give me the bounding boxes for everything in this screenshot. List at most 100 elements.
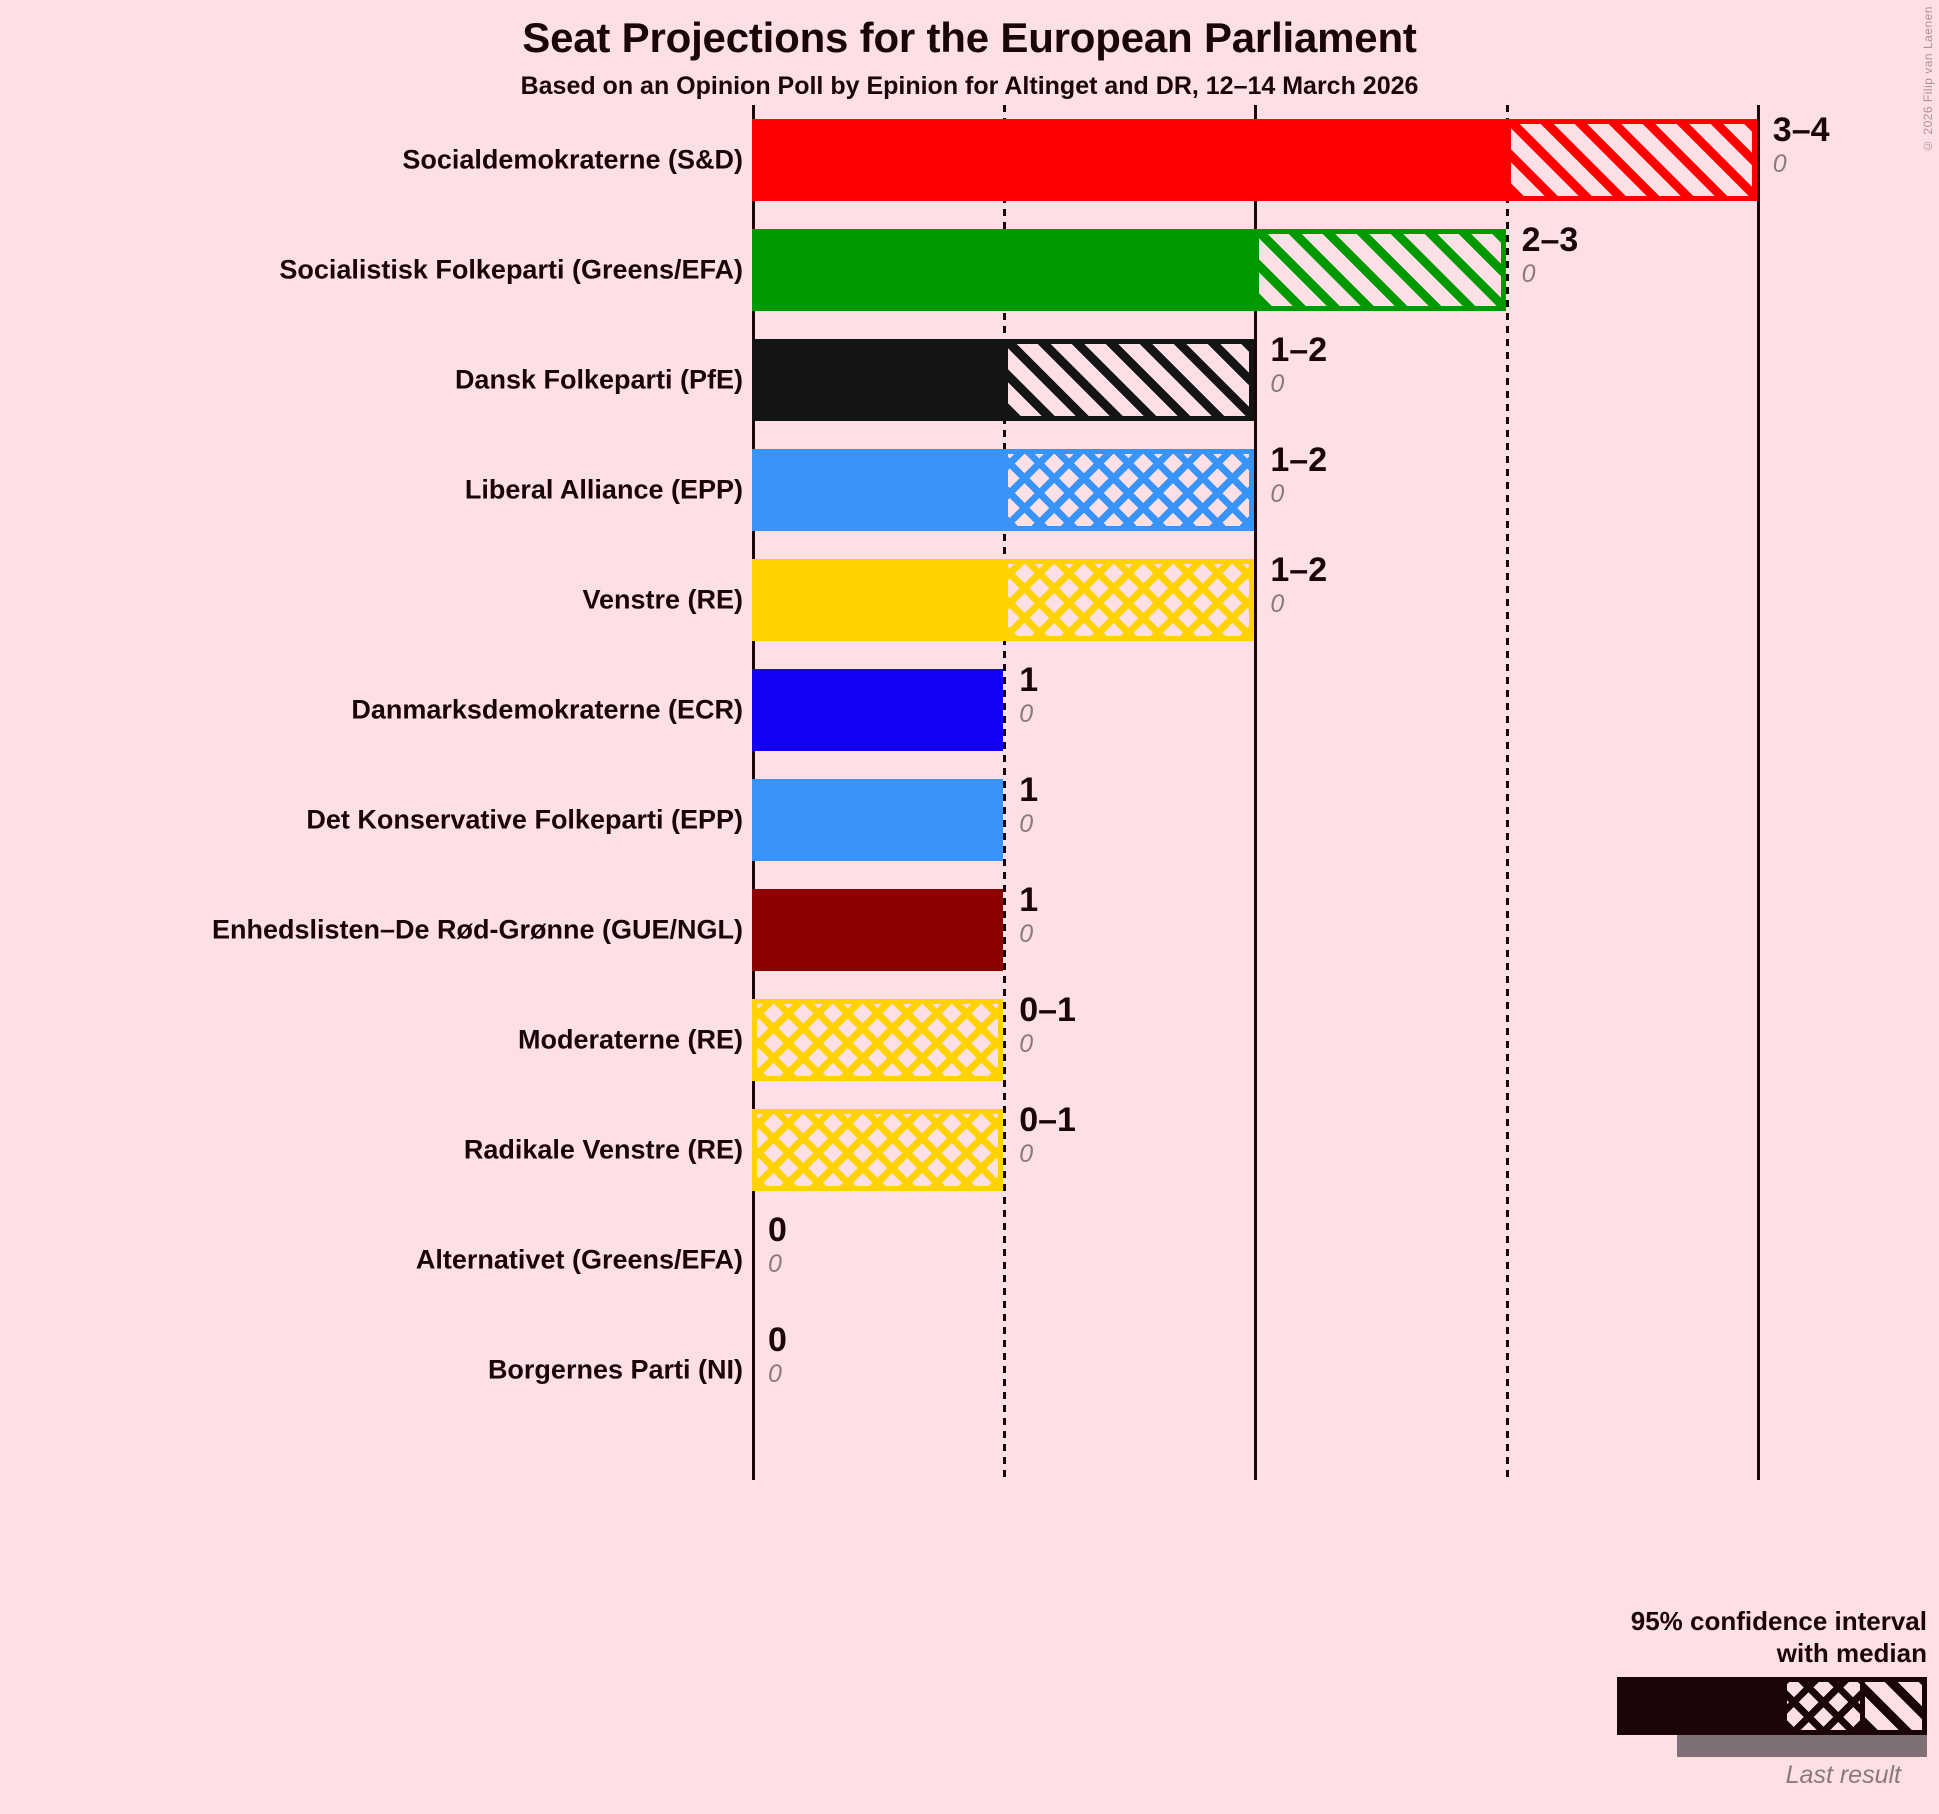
party-seat-range: 1–2 xyxy=(1270,551,1328,589)
party-value-block: 3–4 0 xyxy=(1773,111,1830,179)
bar-segment-diagonal xyxy=(1003,339,1255,421)
party-value-block: 1–2 0 xyxy=(1270,551,1327,619)
party-last-result: 0 xyxy=(1019,1030,1034,1058)
bar-segment-median xyxy=(752,229,1255,311)
party-last-result: 0 xyxy=(768,1250,782,1278)
party-seat-range: 1–2 xyxy=(1270,331,1328,369)
party-label: Enhedslisten–De Rød-Grønne (GUE/NGL) xyxy=(211,914,743,945)
party-value-block: 2–3 0 xyxy=(1522,221,1579,289)
party-bar xyxy=(752,999,1004,1081)
gridline-seat-1 xyxy=(1003,105,1007,1480)
bar-segment-crosshatch xyxy=(752,999,1004,1081)
party-label: Danmarksdemokraterne (ECR) xyxy=(351,694,743,725)
party-bar xyxy=(752,449,1255,531)
party-value-block: 1–2 0 xyxy=(1270,331,1327,399)
legend-title-line1: 95% confidence interval xyxy=(1630,1606,1927,1636)
page-title: Seat Projections for the European Parlia… xyxy=(522,14,1417,61)
legend-last-result-label: Last result xyxy=(1785,1761,1901,1789)
party-bar xyxy=(752,339,1255,421)
bar-segment-crosshatch xyxy=(752,1109,1004,1191)
party-row: Socialdemokraterne (S&D) 3–4 0 xyxy=(0,105,1939,215)
party-last-result: 0 xyxy=(1521,260,1536,288)
bar-segment-median xyxy=(752,449,1004,531)
party-label: Borgernes Parti (NI) xyxy=(487,1354,743,1385)
party-value-block: 1–2 0 xyxy=(1270,441,1327,509)
bar-segment-median xyxy=(752,669,1004,751)
party-bar xyxy=(752,1109,1004,1191)
party-row: Det Konservative Folkeparti (EPP) 1 0 xyxy=(0,765,1939,875)
party-row: Liberal Alliance (EPP) 1–2 0 xyxy=(0,435,1939,545)
party-value-block: 0–1 0 xyxy=(1019,1101,1076,1169)
party-seat-range: 0 xyxy=(768,1211,787,1249)
bar-segment-median xyxy=(752,559,1004,641)
legend-median-segment xyxy=(1617,1677,1787,1735)
chart-legend: 95% confidence interval with median Last… xyxy=(1537,1605,1927,1790)
party-last-result: 0 xyxy=(768,1360,782,1388)
party-label: Radikale Venstre (RE) xyxy=(463,1134,743,1165)
party-seat-range: 1 xyxy=(1019,661,1039,699)
party-row: Socialistisk Folkeparti (Greens/EFA) 2–3 0 xyxy=(0,215,1939,325)
party-label: Venstre (RE) xyxy=(582,584,743,615)
bar-segment-median xyxy=(752,339,1004,421)
party-row: Alternativet (Greens/EFA) 0 0 xyxy=(0,1205,1939,1315)
legend-title-line2: with median xyxy=(1776,1638,1927,1668)
legend-sample-bar xyxy=(1617,1677,1927,1735)
gridline-seat-4 xyxy=(1756,105,1760,1480)
party-bar xyxy=(752,669,1004,751)
party-seat-range: 0–1 xyxy=(1019,1101,1076,1139)
bar-segment-crosshatch xyxy=(1003,559,1255,641)
party-seat-range: 0 xyxy=(768,1321,787,1359)
party-last-result: 0 xyxy=(1270,480,1285,508)
party-seat-range: 2–3 xyxy=(1521,221,1579,259)
bar-segment-diagonal xyxy=(1254,229,1506,311)
bar-segment-median xyxy=(752,889,1004,971)
bar-segment-diagonal xyxy=(1505,119,1757,201)
gridline-seat-3 xyxy=(1505,105,1509,1480)
legend-crosshatch-segment xyxy=(1787,1677,1865,1735)
party-last-result: 0 xyxy=(1019,810,1034,838)
party-bar xyxy=(752,229,1506,311)
party-row: Radikale Venstre (RE) 0–1 0 xyxy=(0,1095,1939,1205)
party-bar xyxy=(752,889,1004,971)
party-row: Danmarksdemokraterne (ECR) 1 0 xyxy=(0,655,1939,765)
party-bar xyxy=(752,119,1757,201)
party-label: Det Konservative Folkeparti (EPP) xyxy=(306,804,743,835)
party-last-result: 0 xyxy=(1019,700,1034,728)
party-label: Dansk Folkeparti (PfE) xyxy=(454,364,743,395)
party-last-result: 0 xyxy=(1772,150,1787,178)
gridline-seat-2 xyxy=(1254,105,1258,1480)
party-last-result: 0 xyxy=(1270,590,1285,618)
party-label: Moderaterne (RE) xyxy=(517,1024,743,1055)
party-seat-range: 1 xyxy=(1019,881,1039,919)
party-row: Enhedslisten–De Rød-Grønne (GUE/NGL) 1 0 xyxy=(0,875,1939,985)
party-label: Alternativet (Greens/EFA) xyxy=(415,1244,743,1275)
bar-segment-median xyxy=(752,779,1004,861)
party-bar xyxy=(752,559,1255,641)
bar-segment-crosshatch xyxy=(1003,449,1255,531)
party-seat-range: 1–2 xyxy=(1270,441,1328,479)
party-row: Borgernes Parti (NI) 0 0 xyxy=(0,1315,1939,1425)
party-label: Socialdemokraterne (S&D) xyxy=(402,144,743,175)
bar-segment-median xyxy=(752,119,1506,201)
page-subtitle: Based on an Opinion Poll by Epinion for … xyxy=(520,72,1419,100)
party-last-result: 0 xyxy=(1019,1140,1034,1168)
legend-diagonal-segment xyxy=(1865,1677,1927,1735)
party-seat-range: 3–4 xyxy=(1772,111,1830,149)
party-row: Venstre (RE) 1–2 0 xyxy=(0,545,1939,655)
party-last-result: 0 xyxy=(1270,370,1285,398)
party-row: Dansk Folkeparti (PfE) 1–2 0 xyxy=(0,325,1939,435)
party-bar xyxy=(752,779,1004,861)
party-label: Socialistisk Folkeparti (Greens/EFA) xyxy=(279,254,743,285)
party-seat-range: 0–1 xyxy=(1019,991,1076,1029)
party-seat-range: 1 xyxy=(1019,771,1039,809)
party-value-block: 0–1 0 xyxy=(1019,991,1076,1059)
plot-area: Socialdemokraterne (S&D) 3–4 0 Socialistisk… xyxy=(0,105,1939,1480)
legend-last-result-bar xyxy=(1677,1735,1927,1757)
party-label: Liberal Alliance (EPP) xyxy=(464,474,743,505)
party-last-result: 0 xyxy=(1019,920,1034,948)
